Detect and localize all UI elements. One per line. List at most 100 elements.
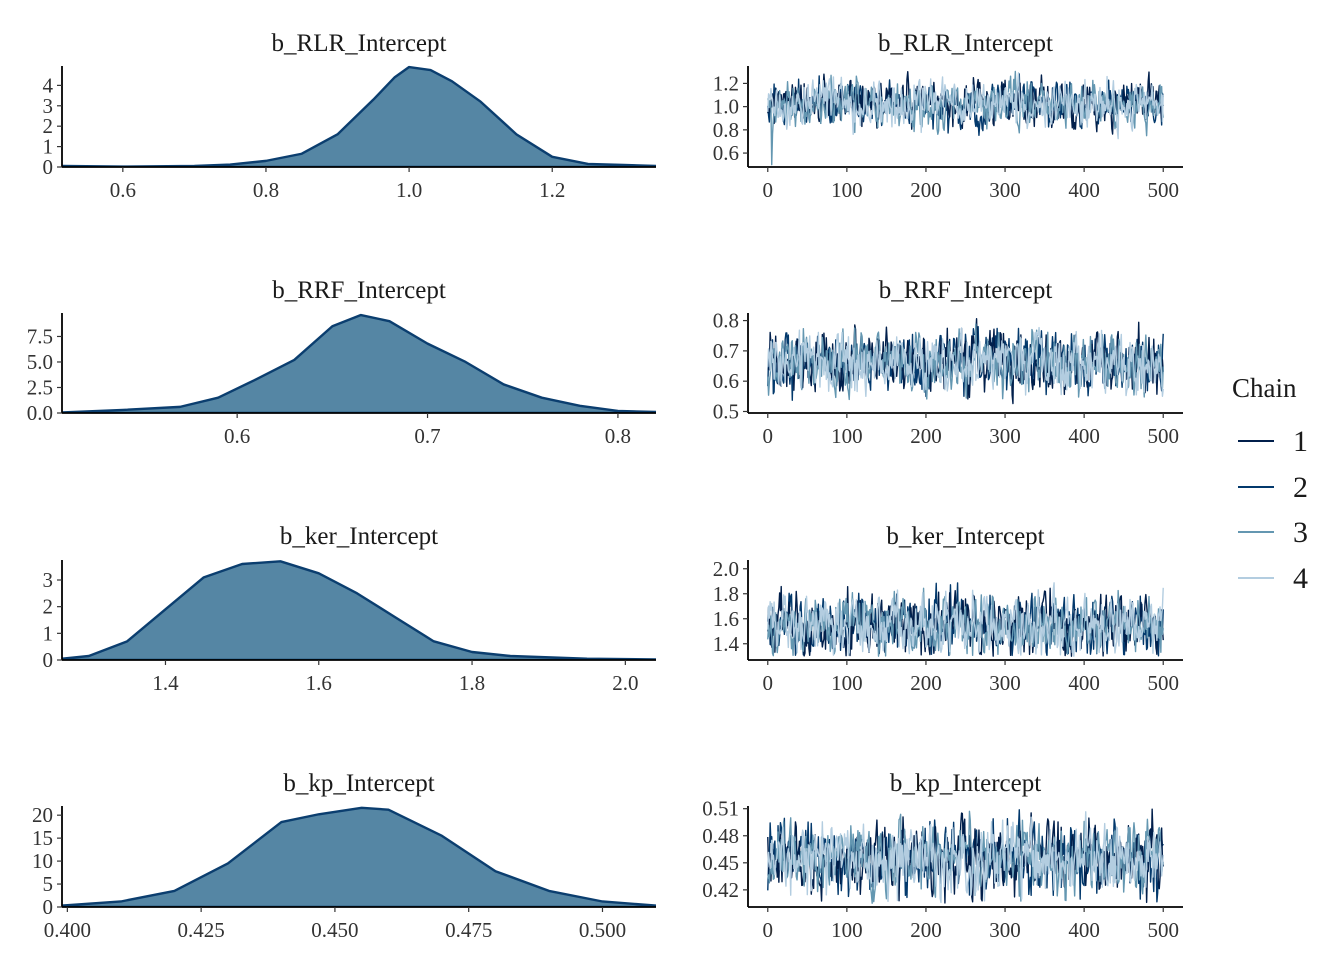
density-b-ker-intercept-title: b_ker_Intercept [280, 523, 438, 550]
trace-b-rlr-intercept-y-tick-label: 0.8 [713, 118, 739, 142]
trace-b-kp-intercept-y-tick-label: 0.42 [702, 878, 739, 902]
density-b-kp-intercept-title: b_kp_Intercept [283, 770, 434, 797]
trace-b-ker-intercept-y-tick-label: 1.4 [713, 632, 740, 656]
trace-b-ker-intercept-y-tick-label: 2.0 [713, 557, 739, 581]
density-b-kp-intercept-x-tick-label: 0.400 [44, 918, 91, 942]
density-b-rlr-intercept-title: b_RLR_Intercept [272, 30, 447, 57]
trace-b-ker-intercept-x-tick-label: 0 [763, 671, 774, 695]
trace-b-rrf-intercept-x-tick-label: 200 [910, 424, 942, 448]
trace-b-rlr-intercept-x-tick-label: 300 [989, 178, 1021, 202]
trace-b-rlr-intercept-panel: b_RLR_Intercept 0 100 200 300 400 500 0.60.81.0… [713, 30, 1183, 202]
density-b-rrf-intercept-panel: b_RRF_Intercept 0.6 0.7 0.8 0.02.55.07.5 [27, 277, 656, 448]
trace-b-rrf-intercept-x-tick-label: 400 [1068, 424, 1100, 448]
density-b-kp-intercept-x-tick-label: 0.450 [311, 918, 358, 942]
trace-b-rlr-intercept-x-tick-label: 200 [910, 178, 942, 202]
density-b-rrf-intercept-x-tick-label: 0.7 [414, 424, 440, 448]
trace-b-kp-intercept-x-tick-label: 200 [910, 918, 942, 942]
trace-b-rrf-intercept-x-tick-label: 100 [831, 424, 863, 448]
trace-b-kp-intercept-y-tick-label: 0.45 [702, 851, 739, 875]
density-b-rlr-intercept-x-tick-label: 0.8 [253, 178, 279, 202]
trace-b-ker-intercept-x-tick-label: 200 [910, 671, 942, 695]
density-b-rrf-intercept-area [62, 313, 656, 413]
density-b-rlr-intercept-area [62, 65, 656, 167]
trace-b-rrf-intercept-x-tick-label: 0 [763, 424, 774, 448]
trace-b-ker-intercept-x-tick-label: 100 [831, 671, 863, 695]
trace-b-rrf-intercept-panel: b_RRF_Intercept 0 100 200 300 400 500 0.5 0.6 0.7… [713, 277, 1183, 448]
density-b-rrf-intercept-x-tick-label: 0.6 [224, 424, 250, 448]
trace-b-ker-intercept-y-tick-label: 1.6 [713, 607, 739, 631]
density-b-rrf-intercept-y-tick-label: 2.5 [27, 375, 53, 399]
trace-b-rlr-intercept-y-tick-label: 0.6 [713, 141, 739, 165]
trace-b-kp-intercept-x-tick-label: 100 [831, 918, 863, 942]
density-b-kp-intercept-x-tick-label: 0.475 [445, 918, 492, 942]
trace-b-rrf-intercept-x-tick-label: 300 [989, 424, 1021, 448]
trace-b-rrf-intercept-y-tick-label: 0.6 [713, 369, 739, 393]
legend-label-3: 3 [1293, 516, 1308, 549]
density-b-rlr-intercept-y-tick-label: 1 [43, 135, 54, 159]
trace-b-rrf-intercept-chain-4-line [767, 326, 1164, 398]
density-b-rrf-intercept-x-tick-label: 0.8 [605, 424, 631, 448]
density-b-rlr-intercept-x-tick-label: 1.2 [539, 178, 565, 202]
trace-b-rrf-intercept-y-tick-label: 0.5 [713, 399, 739, 423]
trace-b-ker-intercept-chain-4-line [767, 582, 1164, 657]
trace-b-rlr-intercept-x-tick-label: 0 [763, 178, 774, 202]
density-b-kp-intercept-y-tick-label: 5 [43, 872, 54, 896]
trace-b-rlr-intercept-x-tick-label: 500 [1147, 178, 1179, 202]
density-b-kp-intercept-panel: b_kp_Intercept 0.400 0.425 0.450 0.475 0.500 0… [32, 770, 656, 942]
trace-b-kp-intercept-x-tick-label: 500 [1147, 918, 1179, 942]
legend-item-1: 1 [1238, 425, 1308, 458]
trace-b-rlr-intercept-y-tick-label: 1.2 [713, 71, 739, 95]
density-b-kp-intercept-y-tick-label: 10 [32, 849, 53, 873]
trace-b-rrf-intercept-y-tick-label: 0.8 [713, 309, 739, 333]
density-b-rrf-intercept-title: b_RRF_Intercept [272, 277, 446, 304]
density-b-ker-intercept-x-tick-label: 1.4 [152, 671, 179, 695]
density-b-ker-intercept-x-tick-label: 1.8 [459, 671, 485, 695]
legend-item-2: 2 [1238, 471, 1308, 504]
legend-label-2: 2 [1293, 471, 1308, 504]
trace-b-ker-intercept-x-tick-label: 300 [989, 671, 1021, 695]
density-b-rlr-intercept-x-tick-label: 1.0 [396, 178, 422, 202]
trace-b-kp-intercept-title: b_kp_Intercept [890, 770, 1041, 797]
density-b-kp-intercept-x-tick-label: 0.425 [178, 918, 225, 942]
density-b-ker-intercept-y-tick-label: 2 [43, 595, 54, 619]
trace-b-kp-intercept-panel: b_kp_Intercept 0 100 200 300 400 500 0.42 0.45 0.… [702, 770, 1183, 942]
trace-b-ker-intercept-x-tick-label: 400 [1068, 671, 1100, 695]
trace-b-rrf-intercept-y-tick-label: 0.7 [713, 339, 739, 363]
legend-label-1: 1 [1293, 425, 1308, 458]
trace-b-ker-intercept-panel: b_ker_Intercept 0 100 200 300 400 500 1.41.61.8… [713, 523, 1183, 695]
density-b-ker-intercept-area [62, 560, 656, 660]
density-b-ker-intercept-panel: b_ker_Intercept 1.4 1.6 1.8 2.0 0 12 3 [43, 523, 656, 695]
legend-item-3: 3 [1238, 516, 1308, 549]
legend-title: Chain [1232, 373, 1297, 403]
trace-b-rrf-intercept-x-tick-label: 500 [1147, 424, 1179, 448]
trace-b-kp-intercept-x-tick-label: 400 [1068, 918, 1100, 942]
density-b-kp-intercept-y-tick-label: 0 [43, 895, 54, 919]
density-b-kp-intercept-x-tick-label: 0.500 [579, 918, 626, 942]
density-b-rrf-intercept-y-tick-label: 0.0 [27, 401, 53, 425]
density-b-rlr-intercept-y-tick-label: 0 [43, 155, 54, 179]
trace-b-ker-intercept-x-tick-label: 500 [1147, 671, 1179, 695]
legend-label-4: 4 [1293, 562, 1308, 595]
trace-b-rrf-intercept-title: b_RRF_Intercept [879, 277, 1053, 304]
density-b-rlr-intercept-y-tick-label: 4 [43, 73, 54, 97]
density-b-rlr-intercept-y-tick-label: 2 [43, 114, 54, 138]
density-b-ker-intercept-x-tick-label: 2.0 [612, 671, 638, 695]
trace-b-kp-intercept-x-tick-label: 300 [989, 918, 1021, 942]
trace-b-kp-intercept-y-tick-label: 0.48 [702, 824, 739, 848]
trace-b-rlr-intercept-title: b_RLR_Intercept [878, 30, 1053, 57]
density-b-ker-intercept-y-tick-label: 1 [43, 621, 54, 645]
trace-b-rlr-intercept-chain-4-line [767, 72, 1164, 140]
density-b-kp-intercept-y-tick-label: 15 [32, 826, 53, 850]
trace-b-ker-intercept-title: b_ker_Intercept [886, 523, 1044, 550]
trace-b-kp-intercept-x-tick-label: 0 [763, 918, 774, 942]
chain-legend: Chain 1 2 3 4 [1232, 373, 1308, 595]
trace-b-rlr-intercept-x-tick-label: 400 [1068, 178, 1100, 202]
trace-b-ker-intercept-y-tick-label: 1.8 [713, 582, 739, 606]
density-b-rlr-intercept-y-tick-label: 3 [43, 94, 54, 118]
density-b-ker-intercept-y-tick-label: 3 [43, 568, 54, 592]
trace-b-kp-intercept-y-tick-label: 0.51 [702, 797, 739, 821]
density-b-ker-intercept-x-tick-label: 1.6 [306, 671, 332, 695]
